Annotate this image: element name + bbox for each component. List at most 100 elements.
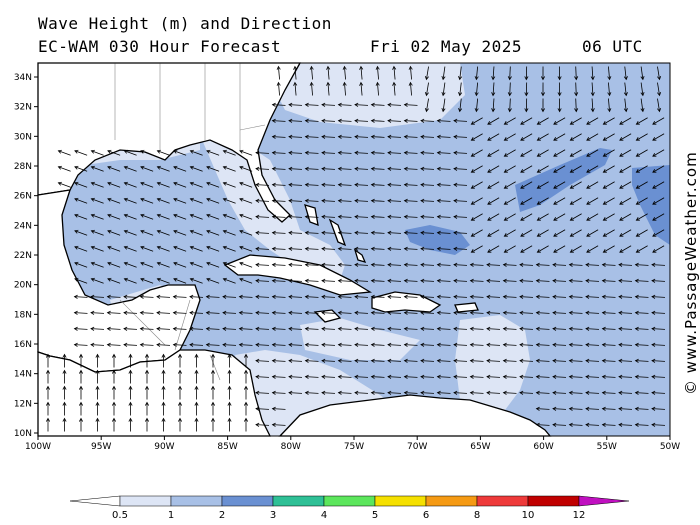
wave-arrow	[590, 82, 595, 97]
wave-arrow	[156, 213, 170, 220]
wave-arrow	[586, 197, 599, 205]
wave-arrow	[271, 390, 286, 395]
wave-arrow	[173, 245, 187, 252]
wave-arrow	[623, 98, 628, 113]
wave-arrow	[288, 134, 303, 139]
wave-arrow	[276, 65, 281, 80]
wave-arrow	[144, 401, 150, 416]
wave-arrow	[586, 117, 599, 125]
wave-arrow	[618, 406, 633, 411]
wave-arrow	[568, 390, 583, 395]
wave-arrow	[601, 390, 616, 395]
wave-arrow	[243, 385, 249, 400]
wave-arrow	[227, 385, 232, 400]
wave-arrow	[403, 262, 418, 267]
wave-direction-arrows	[45, 65, 666, 432]
wave-arrow	[507, 82, 512, 97]
wave-arrow	[568, 342, 583, 347]
wave-arrow	[657, 98, 662, 113]
wave-arrow	[436, 374, 451, 379]
wave-arrow	[222, 229, 236, 236]
wave-arrow	[337, 342, 352, 347]
wave-arrow	[535, 422, 550, 427]
wave-arrow	[568, 294, 583, 299]
wave-arrow	[271, 166, 286, 171]
wave-arrow	[453, 230, 468, 235]
wave-arrow	[276, 81, 281, 96]
wave-arrow	[507, 66, 512, 81]
wave-arrow	[239, 213, 253, 220]
wave-arrow	[387, 166, 402, 171]
wave-arrow	[255, 246, 270, 251]
wave-arrow	[619, 181, 632, 189]
wave-arrow	[239, 261, 253, 268]
wave-arrow	[222, 149, 236, 156]
wave-arrow	[271, 102, 286, 107]
wave-arrow	[487, 181, 500, 189]
wave-arrow	[238, 326, 253, 331]
wave-arrow	[536, 149, 549, 157]
wave-arrow	[553, 245, 566, 253]
wave-arrow	[540, 82, 546, 97]
wave-arrow	[453, 198, 468, 203]
wave-arrow	[106, 342, 121, 347]
wave-arrow	[458, 82, 463, 97]
lon-label: 65W	[470, 442, 490, 452]
wave-arrow	[194, 401, 199, 416]
wave-arrow	[222, 310, 237, 315]
wave-arrow	[420, 342, 435, 347]
wave-arrow	[354, 310, 369, 315]
wave-arrow	[62, 401, 67, 416]
lat-label: 24N	[14, 221, 32, 231]
wave-arrow	[601, 358, 616, 363]
wave-arrow	[354, 134, 369, 139]
wave-arrow	[172, 294, 187, 299]
lon-label: 85W	[217, 442, 237, 452]
wave-arrow	[304, 150, 319, 155]
wave-arrow	[536, 229, 549, 237]
wave-arrow	[271, 294, 286, 299]
wave-arrow	[90, 213, 104, 220]
wave-arrow	[189, 277, 203, 284]
wave-arrow	[458, 66, 463, 81]
wave-arrow	[387, 374, 402, 379]
wave-arrow	[321, 150, 336, 155]
wave-arrow	[569, 245, 582, 253]
lon-label: 90W	[154, 442, 174, 452]
wave-arrow	[156, 197, 170, 204]
wave-arrow	[535, 278, 550, 283]
wave-arrow	[470, 213, 483, 221]
wave-arrow	[288, 294, 303, 299]
wave-arrow	[634, 262, 649, 267]
lat-label: 28N	[14, 162, 32, 172]
wave-arrow	[354, 166, 369, 171]
wave-arrow	[634, 390, 649, 395]
wave-arrow	[342, 65, 347, 80]
wave-arrow	[634, 422, 649, 427]
wave-arrow	[227, 353, 232, 368]
wave-arrow	[288, 246, 303, 251]
wave-arrow	[536, 213, 549, 221]
wave-arrow	[271, 230, 286, 235]
wave-arrow	[337, 166, 352, 171]
wave-arrow	[321, 358, 336, 363]
wave-arrow	[569, 213, 582, 221]
wave-arrow	[172, 342, 187, 347]
wave-arrow	[161, 401, 166, 416]
wave-arrow	[123, 165, 137, 172]
wave-arrow	[487, 245, 500, 253]
wave-arrow	[78, 369, 84, 384]
wave-arrow	[309, 65, 314, 80]
wave-arrow	[173, 277, 187, 284]
wave-arrow	[634, 406, 649, 411]
wave-arrow	[354, 294, 369, 299]
forecast-time: 06 UTC	[582, 37, 643, 56]
wave-arrow	[62, 353, 67, 368]
wave-arrow	[156, 310, 171, 315]
wave-arrow	[210, 417, 216, 432]
latitude-axis: 34N 32N 30N 28N 26N 24N 22N 20N 18N 16N 14N 12N 10N	[14, 73, 38, 439]
wave-arrow	[107, 277, 121, 284]
colorbar-segment	[323, 495, 376, 507]
wave-arrow	[271, 422, 286, 427]
wave-arrow	[255, 358, 270, 363]
